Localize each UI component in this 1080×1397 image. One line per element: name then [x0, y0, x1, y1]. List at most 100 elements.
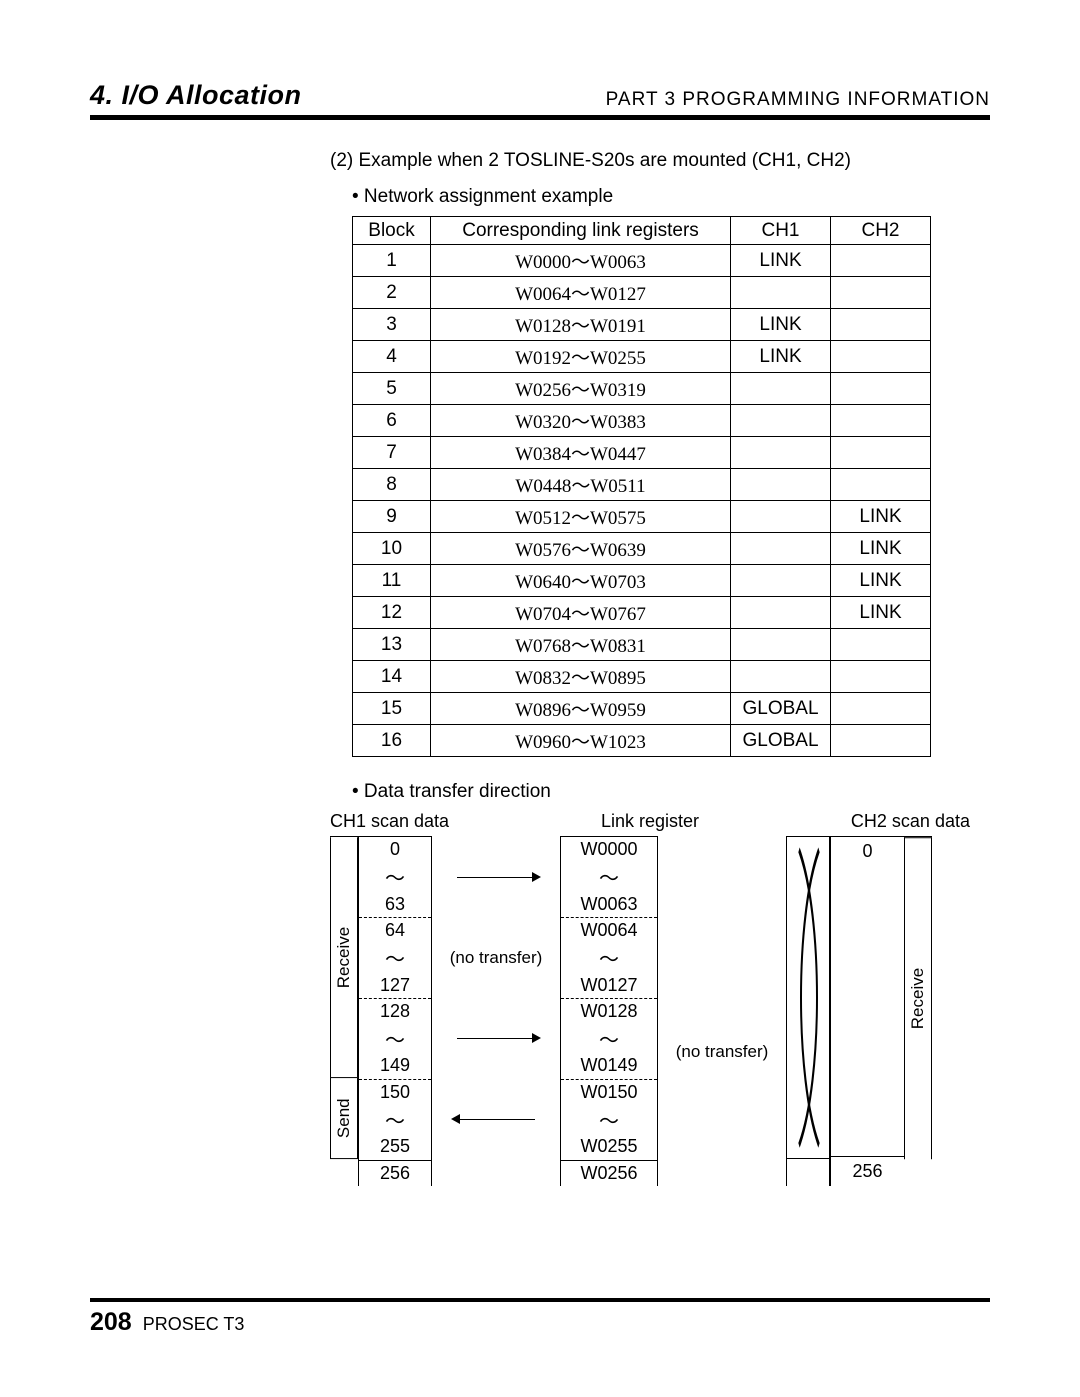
- table-cell: 1: [353, 245, 431, 277]
- table-cell: W0640～W0703: [431, 565, 731, 597]
- table-cell: 14: [353, 661, 431, 693]
- table-row: 9W0512～W0575 LINK: [353, 501, 931, 533]
- table-cell: W0768～W0831: [431, 629, 731, 661]
- no-transfer-label-1: (no transfer): [432, 918, 560, 999]
- table-cell: 7: [353, 437, 431, 469]
- table-cell: W0256～W0319: [431, 373, 731, 405]
- table-cell: [831, 661, 931, 693]
- table-row: 2W0064～W0127: [353, 277, 931, 309]
- table-cell: LINK: [731, 341, 831, 373]
- diagram-cell: 〜: [359, 1105, 431, 1134]
- table-cell: 4: [353, 341, 431, 373]
- diagram-cell: 64: [359, 918, 431, 943]
- mid-left-column: (no transfer): [432, 836, 560, 1186]
- diagram-cell: W0256: [561, 1161, 657, 1186]
- ch1-receive-label: Receive: [330, 837, 358, 1077]
- table-row: 7W0384～W0447: [353, 437, 931, 469]
- table-cell: [731, 437, 831, 469]
- table-cell: [831, 341, 931, 373]
- table-row: 12W0704～W0767 LINK: [353, 597, 931, 629]
- table-cell: 8: [353, 469, 431, 501]
- ch2-curve-column: [786, 836, 830, 1186]
- table-cell: [831, 437, 931, 469]
- table-cell: 3: [353, 309, 431, 341]
- table-cell: GLOBAL: [731, 725, 831, 757]
- table-row: 11W0640～W0703 LINK: [353, 565, 931, 597]
- diagram-cell: 0: [359, 837, 431, 862]
- table-cell: [831, 277, 931, 309]
- diag-header-ch2: CH2 scan data: [851, 811, 970, 832]
- diagram-cell: W0255: [561, 1134, 657, 1160]
- table-cell: [831, 693, 931, 725]
- table-cell: 12: [353, 597, 431, 629]
- ch1-send-label: Send: [330, 1077, 358, 1159]
- table-cell: W0512～W0575: [431, 501, 731, 533]
- diagram-cell: 〜: [561, 943, 657, 972]
- table-cell: 5: [353, 373, 431, 405]
- table-cell: [831, 725, 931, 757]
- table-cell: [731, 533, 831, 565]
- table-cell: W0384～W0447: [431, 437, 731, 469]
- table-cell: [831, 405, 931, 437]
- table-cell: W0704～W0767: [431, 597, 731, 629]
- diagram-cell: 256: [831, 1157, 904, 1186]
- table-cell: 16: [353, 725, 431, 757]
- ch2-num-column: 0 256: [830, 836, 904, 1186]
- table-cell: 9: [353, 501, 431, 533]
- table-cell: GLOBAL: [731, 693, 831, 725]
- diagram-cell: 〜: [359, 943, 431, 972]
- table-row: 4W0192～W0255LINK: [353, 341, 931, 373]
- diag-header-link: Link register: [601, 811, 699, 832]
- table-row: 13W0768～W0831: [353, 629, 931, 661]
- page-header: 4. I/O Allocation PART 3 PROGRAMMING INF…: [90, 80, 990, 111]
- diagram-cell: 127: [359, 972, 431, 998]
- table-row: 3W0128～W0191LINK: [353, 309, 931, 341]
- table-cell: W0896～W0959: [431, 693, 731, 725]
- bullet-transfer: • Data transfer direction: [352, 781, 990, 803]
- table-cell: LINK: [831, 501, 931, 533]
- mid-right-column: (no transfer): [658, 836, 786, 1186]
- diagram-cell: W0149: [561, 1053, 657, 1079]
- footer-rule: [90, 1298, 990, 1302]
- table-cell: [731, 469, 831, 501]
- table-row: 1W0000～W0063LINK: [353, 245, 931, 277]
- th-ch1: CH1: [731, 217, 831, 245]
- table-cell: [731, 565, 831, 597]
- diagram-cell: 149: [359, 1053, 431, 1079]
- table-row: 6W0320～W0383: [353, 405, 931, 437]
- table-cell: [731, 373, 831, 405]
- diag-header-ch1: CH1 scan data: [330, 811, 449, 832]
- diagram-cell: W0128: [561, 999, 657, 1024]
- bullet-network: • Network assignment example: [352, 186, 990, 208]
- table-cell: LINK: [831, 565, 931, 597]
- arrow-left-icon: [432, 1079, 560, 1160]
- table-cell: 10: [353, 533, 431, 565]
- diagram-cell: 0: [831, 837, 904, 866]
- part-title: PART 3 PROGRAMMING INFORMATION: [606, 89, 990, 111]
- page-number: 208: [90, 1308, 132, 1336]
- table-row: 5W0256～W0319: [353, 373, 931, 405]
- arrow-right-icon: [432, 837, 560, 918]
- th-reg: Corresponding link registers: [431, 217, 731, 245]
- table-cell: W0960～W1023: [431, 725, 731, 757]
- table-cell: LINK: [831, 597, 931, 629]
- table-cell: 11: [353, 565, 431, 597]
- table-cell: W0000～W0063: [431, 245, 731, 277]
- diagram-cell: W0000: [561, 837, 657, 862]
- link-register-column: W0000〜W0063W0064〜W0127W0128〜W0149W0150〜W…: [560, 836, 658, 1186]
- diagram-cell: 128: [359, 999, 431, 1024]
- table-cell: [731, 277, 831, 309]
- network-assignment-table: Block Corresponding link registers CH1 C…: [352, 216, 931, 757]
- diagram-cell: W0063: [561, 891, 657, 917]
- diagram-cell: W0150: [561, 1080, 657, 1105]
- diagram-cell: 〜: [561, 862, 657, 891]
- content-area: (2) Example when 2 TOSLINE-S20s are moun…: [90, 120, 990, 1186]
- table-cell: [831, 309, 931, 341]
- ch2-sidebar: Receive: [904, 836, 932, 1186]
- diagram-cell: W0127: [561, 972, 657, 998]
- table-row: 15W0896～W0959GLOBAL: [353, 693, 931, 725]
- diagram-cell: [831, 866, 904, 1157]
- ch1-sidebar: Receive Send: [330, 836, 358, 1186]
- table-row: 8W0448～W0511: [353, 469, 931, 501]
- no-transfer-label-2: (no transfer): [658, 998, 786, 1105]
